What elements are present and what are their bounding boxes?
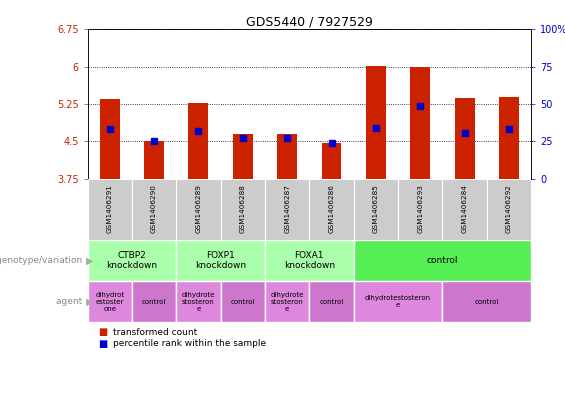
Bar bbox=[100, 99, 120, 179]
Text: genotype/variation: genotype/variation bbox=[0, 256, 85, 265]
Bar bbox=[499, 97, 519, 179]
Bar bbox=[310, 179, 354, 240]
Text: GSM1406291: GSM1406291 bbox=[107, 184, 113, 233]
Text: GSM1406293: GSM1406293 bbox=[417, 184, 423, 233]
Bar bbox=[487, 179, 531, 240]
Text: control: control bbox=[319, 299, 344, 305]
Text: CTBP2
knockdown: CTBP2 knockdown bbox=[106, 251, 158, 270]
Text: dihydrotestosteron
e: dihydrotestosteron e bbox=[365, 295, 431, 308]
Text: GSM1406286: GSM1406286 bbox=[328, 184, 334, 233]
Bar bbox=[442, 179, 487, 240]
Text: transformed count: transformed count bbox=[113, 328, 197, 336]
Text: GSM1406292: GSM1406292 bbox=[506, 184, 512, 233]
Bar bbox=[354, 179, 398, 240]
Bar bbox=[366, 66, 386, 179]
Text: percentile rank within the sample: percentile rank within the sample bbox=[113, 340, 266, 348]
Bar bbox=[354, 240, 531, 281]
Text: ▶: ▶ bbox=[86, 255, 94, 265]
Text: control: control bbox=[427, 256, 458, 265]
Text: GSM1406284: GSM1406284 bbox=[462, 184, 468, 233]
Text: GSM1406287: GSM1406287 bbox=[284, 184, 290, 233]
Bar bbox=[265, 240, 354, 281]
Bar bbox=[265, 281, 310, 322]
Bar bbox=[220, 179, 265, 240]
Bar bbox=[176, 179, 221, 240]
Bar bbox=[310, 281, 354, 322]
Text: FOXP1
knockdown: FOXP1 knockdown bbox=[195, 251, 246, 270]
Bar bbox=[321, 143, 341, 179]
Text: GSM1406288: GSM1406288 bbox=[240, 184, 246, 233]
Text: control: control bbox=[231, 299, 255, 305]
Text: ■: ■ bbox=[99, 339, 111, 349]
Text: ■: ■ bbox=[99, 327, 111, 337]
Text: dihydrote
stosteron
e: dihydrote stosteron e bbox=[182, 292, 215, 312]
Bar bbox=[277, 134, 297, 179]
Bar bbox=[442, 281, 531, 322]
Bar bbox=[88, 179, 132, 240]
Text: GSM1406290: GSM1406290 bbox=[151, 184, 157, 233]
Bar bbox=[144, 141, 164, 179]
Text: dihydrote
stosteron
e: dihydrote stosteron e bbox=[271, 292, 304, 312]
Bar bbox=[410, 67, 430, 179]
Text: GSM1406289: GSM1406289 bbox=[195, 184, 202, 233]
Text: ▶: ▶ bbox=[86, 297, 94, 307]
Title: GDS5440 / 7927529: GDS5440 / 7927529 bbox=[246, 15, 373, 28]
Bar bbox=[176, 240, 265, 281]
Bar bbox=[132, 281, 176, 322]
Bar bbox=[88, 281, 132, 322]
Text: control: control bbox=[475, 299, 499, 305]
Bar bbox=[189, 103, 208, 179]
Bar bbox=[398, 179, 442, 240]
Bar bbox=[220, 281, 265, 322]
Bar bbox=[88, 240, 176, 281]
Text: FOXA1
knockdown: FOXA1 knockdown bbox=[284, 251, 335, 270]
Text: GSM1406285: GSM1406285 bbox=[373, 184, 379, 233]
Text: dihydrot
estoster
one: dihydrot estoster one bbox=[95, 292, 124, 312]
Text: agent: agent bbox=[55, 297, 85, 306]
Bar bbox=[176, 281, 221, 322]
Text: control: control bbox=[142, 299, 166, 305]
Bar bbox=[354, 281, 442, 322]
Bar bbox=[233, 134, 253, 179]
Bar bbox=[132, 179, 176, 240]
Bar bbox=[265, 179, 310, 240]
Bar bbox=[455, 98, 475, 179]
